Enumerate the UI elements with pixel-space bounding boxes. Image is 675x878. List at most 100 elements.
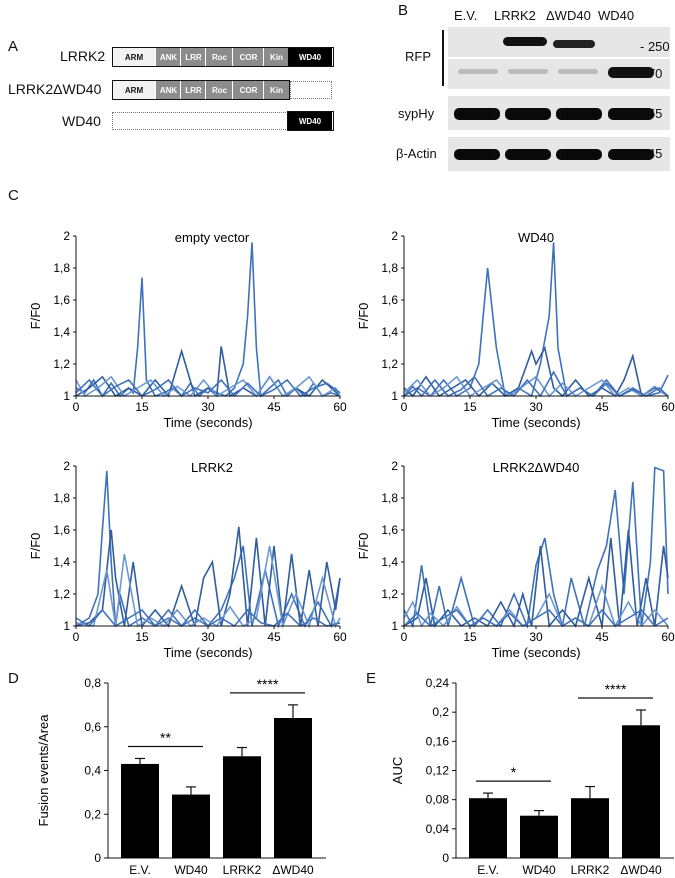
band-actin (454, 149, 500, 160)
band-faint (558, 69, 598, 74)
mw-70: - 70 (640, 66, 663, 81)
blot-syphy (448, 96, 670, 130)
domain-bar-lrrk2: ARM ANK LRR Roc COR Kin WD40 (112, 47, 334, 67)
y-axis-label: F/F0 (356, 533, 371, 560)
y-tick-label: 1,4 (381, 325, 398, 339)
band-syphy (608, 108, 654, 120)
bar (274, 718, 312, 858)
band-actin (556, 149, 602, 160)
x-tick-label: 60 (333, 400, 347, 414)
y-axis-label: F/F0 (28, 533, 43, 560)
x-tick-label: 60 (661, 630, 675, 644)
domain-roc: Roc (205, 48, 233, 66)
band-syphy (454, 108, 500, 120)
band-dwd40-rfp (553, 40, 595, 48)
x-tick-label: 45 (267, 400, 281, 414)
y-tick-label: 1,6 (53, 293, 70, 307)
trace-line (403, 466, 669, 630)
y-tick-label: 0,12 (426, 764, 450, 778)
y-tick-label: 1,2 (53, 357, 70, 371)
construct-label-wd40: WD40 (62, 113, 101, 129)
y-tick-label: 0,2 (432, 705, 449, 719)
construct-label-lrrk2: LRRK2 (60, 48, 106, 64)
row-label-rfp: RFP (405, 49, 431, 64)
trace-line (403, 375, 669, 398)
bar (622, 725, 660, 858)
category-label: E.V. (129, 863, 151, 877)
y-tick-label: 1,4 (53, 555, 70, 569)
y-tick-label: 1 (63, 619, 70, 633)
y-tick-label: 1 (391, 389, 398, 403)
x-tick-label: 30 (201, 400, 215, 414)
band-faint (458, 69, 498, 74)
trace-line (75, 242, 341, 398)
chart-title: WD40 (518, 230, 554, 245)
y-tick-label: 0,08 (426, 793, 450, 807)
mw-45: - 45 (640, 146, 663, 161)
significance-stars: ** (160, 729, 171, 745)
y-tick-label: 0,24 (426, 678, 450, 690)
domain-cor: COR (232, 81, 264, 99)
mw-55: - 55 (640, 106, 663, 121)
y-tick-label: 0,04 (426, 822, 450, 836)
domain-bar-wd40: WD40 (287, 111, 334, 131)
domain-lrr: LRR (180, 48, 206, 66)
blot-actin (448, 137, 670, 171)
category-label: WD40 (174, 863, 208, 877)
y-tick-label: 1,4 (381, 555, 398, 569)
x-tick-label: 45 (595, 630, 609, 644)
lane-label-lrrk2: LRRK2 (494, 8, 536, 23)
bar (121, 763, 159, 858)
x-axis-label: Time (seconds) (163, 415, 252, 430)
band-wd40-rfp (608, 67, 654, 78)
lane-label-ev: E.V. (454, 8, 478, 23)
panel-c-letter: C (8, 187, 19, 204)
x-axis-label: Time (seconds) (491, 645, 580, 660)
domain-roc: Roc (205, 81, 233, 99)
trace-line (403, 529, 669, 629)
panel-d-letter: D (8, 670, 19, 687)
band-faint (508, 69, 548, 74)
domain-ank: ANK (155, 48, 181, 66)
x-tick-label: 0 (73, 630, 80, 644)
x-axis-label: Time (seconds) (491, 415, 580, 430)
category-label: ΔWD40 (620, 863, 662, 877)
trace-line (75, 378, 341, 398)
domain-wd40: WD40 (288, 112, 332, 130)
trace-line (403, 242, 669, 398)
band-syphy (556, 108, 602, 120)
bar (469, 798, 507, 858)
x-tick-label: 0 (73, 400, 80, 414)
trace-line (403, 370, 669, 398)
y-tick-label: 1,6 (381, 293, 398, 307)
domain-wd40: WD40 (288, 48, 332, 66)
y-tick-label: 1,8 (381, 491, 398, 505)
domain-ank: ANK (155, 81, 181, 99)
blot-rfp-high (448, 27, 670, 57)
y-tick-label: 0 (94, 851, 101, 865)
domain-cor: COR (232, 48, 264, 66)
y-axis-label: F/F0 (356, 303, 371, 330)
panel-a-letter: A (8, 38, 19, 55)
row-label-syphy: sypHy (398, 106, 435, 121)
y-tick-label: 0,8 (84, 678, 101, 690)
significance-stars: **** (605, 681, 627, 697)
deleted-region-outline (112, 112, 288, 130)
y-tick-label: 0,6 (84, 720, 101, 734)
category-label: LRRK2 (223, 863, 262, 877)
y-tick-label: 1,2 (381, 357, 398, 371)
y-tick-label: 0,4 (84, 764, 101, 778)
y-tick-label: 1,2 (53, 587, 70, 601)
x-tick-label: 15 (463, 400, 477, 414)
band-lrrk2-rfp (503, 37, 547, 46)
band-actin (505, 149, 551, 160)
y-tick-label: 1,4 (53, 325, 70, 339)
bar (223, 756, 261, 858)
category-label: E.V. (477, 863, 499, 877)
y-tick-label: 1,6 (53, 523, 70, 537)
x-tick-label: 30 (529, 400, 543, 414)
construct-label-lrrk2-dwd40: LRRK2ΔWD40 (8, 81, 102, 97)
chart-title: LRRK2ΔWD40 (493, 460, 580, 475)
bar (520, 815, 558, 858)
domain-arm: ARM (113, 48, 155, 66)
